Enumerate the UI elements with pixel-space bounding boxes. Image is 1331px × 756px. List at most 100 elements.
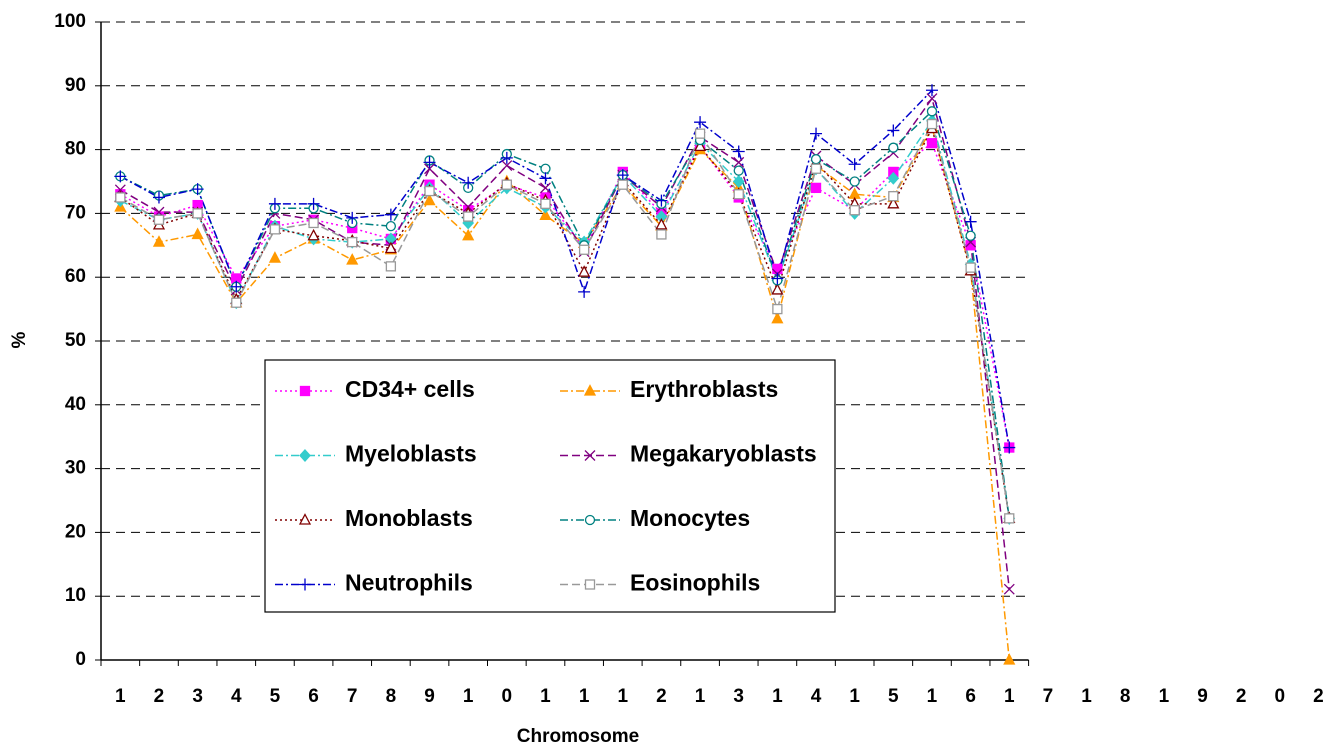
x-tick-label: 1 [695, 686, 706, 707]
marker [926, 138, 938, 149]
marker [423, 193, 436, 206]
marker [539, 172, 552, 185]
marker [308, 217, 319, 229]
y-tick-label: 60 [65, 266, 86, 287]
marker [888, 191, 899, 202]
marker [810, 154, 822, 165]
marker [578, 244, 590, 255]
legend-box [264, 359, 836, 613]
y-tick-label: 80 [65, 139, 86, 160]
x-tick-label: 2 [154, 686, 165, 707]
marker [539, 208, 552, 220]
series-line [119, 125, 1011, 661]
marker [810, 127, 823, 140]
x-tick-label: 6 [965, 686, 976, 707]
marker [772, 303, 783, 315]
x-tick-label: 1 [927, 686, 938, 707]
marker [298, 513, 312, 525]
marker [268, 251, 282, 263]
marker [299, 385, 311, 397]
x-tick-label: 1 [772, 686, 783, 707]
series-line [119, 109, 1011, 519]
x-tick-label: 1 [579, 686, 590, 707]
marker [299, 449, 311, 462]
marker [655, 217, 668, 230]
marker [423, 156, 436, 169]
y-tick-label: 10 [65, 585, 86, 606]
x-tick-label: 6 [308, 686, 319, 707]
y-tick-label: 90 [65, 75, 86, 96]
marker [230, 280, 243, 293]
y-tick-label: 20 [65, 521, 86, 542]
x-tick-label: 5 [270, 686, 281, 707]
marker [926, 106, 938, 117]
x-tick-label: 3 [192, 686, 203, 707]
x-tick-label: 8 [1120, 686, 1131, 707]
marker [584, 579, 596, 590]
marker [926, 93, 938, 105]
x-tick-label: 9 [1197, 686, 1208, 707]
marker [191, 183, 204, 196]
marker [384, 241, 397, 254]
marker [887, 124, 900, 137]
x-tick-label: 7 [347, 686, 358, 707]
x-tick-label: 1 [1081, 686, 1092, 707]
y-tick-label: 70 [65, 202, 86, 223]
marker [848, 187, 861, 199]
marker [540, 182, 551, 194]
x-tick-label: 2 [1236, 686, 1247, 707]
marker [231, 297, 242, 308]
x-tick-label: 1 [540, 686, 551, 707]
marker [849, 205, 860, 216]
marker [346, 211, 359, 224]
marker [887, 171, 900, 185]
x-tick-label: 1 [115, 686, 126, 707]
marker [540, 163, 551, 174]
x-tick-label: 1 [1159, 686, 1170, 707]
marker [385, 261, 397, 272]
marker [848, 158, 861, 171]
legend-label: Monocytes [630, 505, 750, 531]
x-tick-label: 1 [1004, 686, 1015, 707]
marker [191, 227, 204, 240]
marker [500, 151, 513, 164]
marker [771, 272, 784, 285]
x-tick-label: 1 [463, 686, 474, 707]
x-tick-label: 2 [656, 686, 667, 707]
legend-label: Neutrophils [345, 570, 473, 596]
marker [152, 191, 165, 204]
marker [583, 384, 597, 396]
x-tick-label: 0 [502, 686, 513, 707]
marker [584, 450, 596, 461]
marker [926, 118, 938, 130]
x-tick-label: 4 [811, 686, 822, 707]
marker [888, 142, 899, 153]
marker [617, 179, 628, 190]
marker [347, 236, 358, 248]
marker [965, 262, 976, 273]
marker [732, 145, 745, 158]
x-tick-label: 1 [617, 686, 628, 707]
marker [656, 229, 667, 240]
marker [299, 578, 311, 591]
x-tick-label: 0 [1275, 686, 1286, 707]
legend-label: Myeloblasts [345, 441, 477, 467]
y-tick-label: 100 [54, 11, 86, 32]
marker [810, 182, 822, 194]
marker [501, 179, 512, 190]
x-tick-label: 9 [424, 686, 435, 707]
marker [462, 176, 475, 189]
marker [584, 514, 596, 526]
marker [307, 228, 320, 241]
marker [424, 163, 435, 175]
marker [887, 196, 900, 209]
y-tick-label: 30 [65, 458, 86, 479]
legend-label: Eosinophils [630, 570, 760, 596]
marker [733, 165, 744, 176]
marker [616, 169, 629, 182]
marker [385, 221, 397, 232]
legend-label: Erythroblasts [630, 376, 778, 402]
marker [732, 175, 745, 188]
series-line [119, 122, 1011, 519]
